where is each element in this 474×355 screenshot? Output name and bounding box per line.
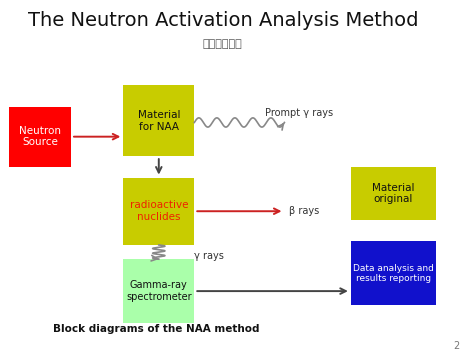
FancyBboxPatch shape xyxy=(9,106,71,167)
Text: Block diagrams of the NAA method: Block diagrams of the NAA method xyxy=(53,324,260,334)
Text: Data analysis and
results reporting: Data analysis and results reporting xyxy=(353,264,434,283)
Text: Prompt γ rays: Prompt γ rays xyxy=(265,108,334,118)
FancyBboxPatch shape xyxy=(123,85,194,156)
Text: 中子活化分析: 中子活化分析 xyxy=(203,39,243,49)
FancyBboxPatch shape xyxy=(123,259,194,323)
FancyBboxPatch shape xyxy=(351,241,436,305)
Text: Neutron
Source: Neutron Source xyxy=(19,126,61,147)
Text: β rays: β rays xyxy=(289,206,319,216)
Text: The Neutron Activation Analysis Method: The Neutron Activation Analysis Method xyxy=(27,11,418,30)
Text: 2: 2 xyxy=(454,342,460,351)
FancyBboxPatch shape xyxy=(351,167,436,220)
FancyBboxPatch shape xyxy=(123,178,194,245)
Text: γ rays: γ rays xyxy=(194,251,224,261)
Text: Material
original: Material original xyxy=(372,183,415,204)
Text: radioactive
nuclides: radioactive nuclides xyxy=(129,201,188,222)
Text: Material
for NAA: Material for NAA xyxy=(137,110,180,131)
Text: Gamma-ray
spectrometer: Gamma-ray spectrometer xyxy=(126,280,191,302)
